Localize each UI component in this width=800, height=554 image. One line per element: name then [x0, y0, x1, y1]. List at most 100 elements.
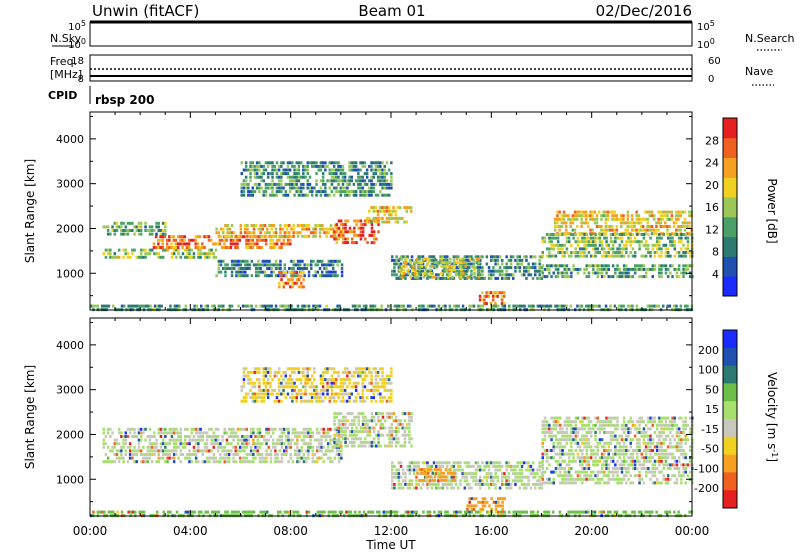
echo-cell	[452, 461, 456, 465]
echo-cell	[222, 231, 225, 235]
echo-cell	[381, 179, 384, 183]
echo-cell	[507, 266, 511, 270]
echo-cell	[615, 232, 619, 236]
echo-cell	[405, 422, 409, 426]
echo-cell	[336, 304, 339, 308]
echo-cell	[188, 453, 191, 456]
echo-cell	[444, 304, 447, 308]
echo-cell	[387, 378, 391, 382]
echo-cell	[225, 453, 229, 456]
echo-cell	[346, 182, 349, 186]
echo-cell	[383, 378, 386, 382]
echo-cell	[547, 304, 551, 308]
echo-cell	[148, 229, 152, 232]
echo-cell	[536, 479, 539, 483]
echo-cell	[287, 427, 290, 431]
echo-cell	[439, 461, 442, 465]
echo-cell	[538, 258, 541, 262]
echo-cell	[417, 461, 420, 465]
echo-cell	[318, 259, 322, 263]
echo-cell	[441, 258, 445, 262]
echo-cell	[233, 259, 236, 263]
echo-cell	[602, 210, 605, 214]
echo-cell	[277, 388, 281, 392]
echo-cell	[680, 271, 683, 275]
echo-cell	[463, 486, 467, 490]
echo-cell	[468, 262, 471, 266]
echo-cell	[448, 276, 451, 280]
echo-cell	[337, 385, 340, 389]
echo-cell	[492, 269, 495, 273]
echo-cell	[359, 370, 362, 374]
echo-cell	[306, 378, 309, 382]
echo-cell	[567, 434, 571, 438]
echo-cell	[299, 381, 303, 385]
echo-cell	[339, 193, 342, 197]
echo-cell	[365, 396, 369, 400]
echo-cell	[124, 435, 127, 438]
echo-cell	[604, 304, 608, 308]
echo-cell	[321, 175, 325, 179]
echo-cell	[394, 209, 397, 213]
echo-cell	[303, 227, 306, 231]
echo-cell	[225, 442, 229, 446]
echo-cell	[261, 263, 265, 267]
echo-cell	[567, 474, 571, 478]
echo-cell	[585, 456, 588, 460]
echo-cell	[102, 431, 105, 435]
echo-cell	[324, 378, 327, 382]
echo-cell	[398, 216, 402, 220]
echo-cell	[415, 475, 418, 479]
echo-cell	[644, 217, 647, 221]
echo-cell	[474, 276, 478, 280]
echo-cell	[322, 453, 325, 456]
echo-cell	[296, 267, 300, 270]
echo-cell	[346, 426, 349, 430]
echo-cell	[355, 426, 358, 430]
echo-cell	[397, 426, 400, 430]
colorbar-swatch	[723, 177, 737, 198]
echo-cell	[318, 234, 322, 238]
echo-cell	[304, 449, 308, 453]
echo-cell	[470, 304, 474, 308]
echo-cell	[361, 430, 365, 434]
echo-cell	[503, 497, 507, 501]
echo-cell	[282, 168, 285, 172]
echo-cell	[337, 440, 341, 444]
echo-cell	[273, 370, 276, 374]
echo-cell	[350, 385, 353, 389]
echo-cell	[238, 438, 242, 442]
echo-cell	[310, 193, 314, 197]
echo-cell	[241, 460, 244, 464]
echo-cell	[228, 234, 232, 238]
echo-cell	[618, 236, 621, 240]
echo-cell	[368, 381, 371, 385]
echo-cell	[280, 392, 283, 396]
echo-cell	[364, 444, 367, 448]
echo-cell	[246, 274, 249, 278]
echo-cell	[338, 304, 342, 308]
echo-cell	[466, 275, 470, 279]
echo-cell	[492, 294, 495, 298]
echo-cell	[120, 456, 123, 460]
echo-cell	[366, 430, 369, 434]
echo-cell	[326, 442, 330, 446]
echo-cell	[278, 438, 281, 442]
nave-label: Nave	[745, 65, 773, 78]
echo-cell	[326, 427, 330, 431]
echo-cell	[243, 445, 246, 449]
echo-cell	[603, 275, 606, 279]
nave-tick-bottom: 0	[708, 74, 714, 85]
echo-cell	[324, 396, 327, 400]
echo-cell	[335, 433, 338, 437]
echo-cell	[179, 431, 182, 435]
echo-cell	[350, 440, 354, 444]
echo-cell	[230, 231, 234, 235]
echo-cell	[410, 479, 414, 483]
echo-cell	[391, 482, 394, 486]
echo-cell	[326, 456, 330, 460]
echo-cell	[214, 427, 218, 431]
echo-cell	[405, 206, 408, 210]
echo-cell	[375, 237, 378, 241]
echo-cell	[556, 271, 560, 275]
